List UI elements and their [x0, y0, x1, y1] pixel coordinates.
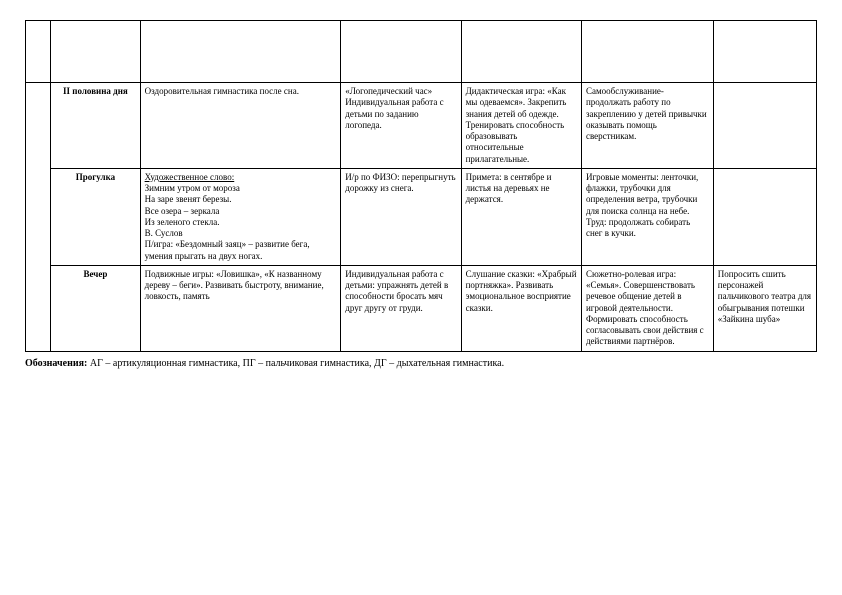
cell-blank [461, 21, 581, 83]
cell-blank [26, 21, 51, 83]
cell-blank [51, 21, 140, 83]
table-row: II половина дня Оздоровительная гимнасти… [26, 83, 817, 169]
cell-rowspan [26, 83, 51, 352]
cell-content: Самообслуживание- продолжать работу по з… [581, 83, 713, 169]
table-row: Вечер Подвижные игры: «Ловишка», «К назв… [26, 265, 817, 351]
cell-content: Дидактическая игра: «Как мы одеваемся». … [461, 83, 581, 169]
cell-text: Зимним утром от морозаНа заре звенят бер… [145, 183, 310, 261]
legend: Обозначения: АГ – артикуляционная гимнас… [25, 358, 817, 369]
cell-blank [140, 21, 341, 83]
schedule-table: II половина дня Оздоровительная гимнасти… [25, 20, 817, 352]
cell-content: Слушание сказки: «Храбрый портняжка». Ра… [461, 265, 581, 351]
cell-blank [581, 21, 713, 83]
cell-content: Оздоровительная гимнастика после сна. [140, 83, 341, 169]
cell-time: Вечер [51, 265, 140, 351]
table-row: Прогулка Художественное слово: Зимним ут… [26, 168, 817, 265]
table-row [26, 21, 817, 83]
cell-time: Прогулка [51, 168, 140, 265]
cell-content [713, 83, 816, 169]
cell-content: Художественное слово: Зимним утром от мо… [140, 168, 341, 265]
cell-content: Индивидуальная работа с детьми: упражнят… [341, 265, 461, 351]
cell-content: Примета: в сентябре и листья на деревьях… [461, 168, 581, 265]
legend-text: АГ – артикуляционная гимнастика, ПГ – па… [90, 358, 504, 369]
legend-label: Обозначения: [25, 358, 87, 369]
underlined-heading: Художественное слово: [145, 172, 235, 182]
cell-content: И/р по ФИЗО: перепрыгнуть дорожку из сне… [341, 168, 461, 265]
cell-content [713, 168, 816, 265]
cell-content: Попросить сшить персонажей пальчикового … [713, 265, 816, 351]
cell-content: Подвижные игры: «Ловишка», «К названному… [140, 265, 341, 351]
cell-content: Игровые моменты: ленточки, флажки, трубо… [581, 168, 713, 265]
cell-time: II половина дня [51, 83, 140, 169]
cell-content: Сюжетно-ролевая игра: «Семья». Совершенс… [581, 265, 713, 351]
cell-blank [713, 21, 816, 83]
cell-content: «Логопедический час»Индивидуальная работ… [341, 83, 461, 169]
cell-blank [341, 21, 461, 83]
